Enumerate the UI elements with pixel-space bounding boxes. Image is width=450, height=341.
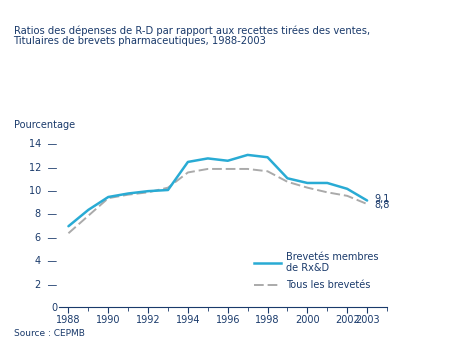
Text: 9,1: 9,1 <box>374 194 389 204</box>
Text: 8,8: 8,8 <box>374 201 389 210</box>
Legend: Brevetés membres
de Rx&D, Tous les brevetés: Brevetés membres de Rx&D, Tous les breve… <box>250 248 382 294</box>
Text: G: G <box>14 9 29 27</box>
Text: RAPHIQUE  17: RAPHIQUE 17 <box>26 9 143 23</box>
Text: Ratios des dépenses de R-D par rapport aux recettes tirées des ventes,: Ratios des dépenses de R-D par rapport a… <box>14 26 369 36</box>
Text: Source : CEPMB: Source : CEPMB <box>14 329 85 338</box>
Text: Titulaires de brevets pharmaceutiques, 1988-2003: Titulaires de brevets pharmaceutiques, 1… <box>14 36 266 46</box>
Text: Pourcentage: Pourcentage <box>14 120 75 130</box>
